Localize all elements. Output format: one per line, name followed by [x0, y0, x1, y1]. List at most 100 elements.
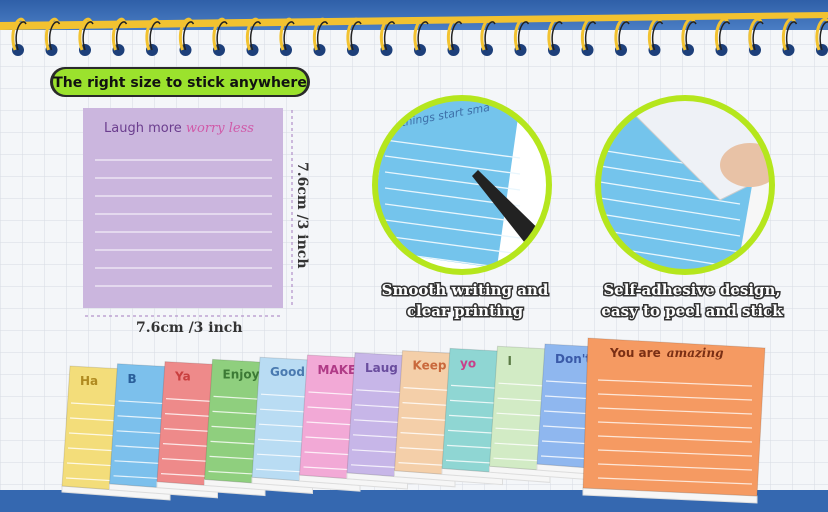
note-accent: worry less: [186, 121, 254, 136]
front-pad-text: You are amazing: [609, 346, 723, 360]
ring-wire: [785, 21, 798, 51]
ring-wire: [446, 17, 461, 51]
ring-wire: [781, 17, 796, 51]
ring-wire: [647, 17, 662, 51]
zoom-ring: [595, 95, 775, 275]
caption: clear printing: [407, 302, 524, 320]
pad-label: I: [508, 354, 512, 368]
rule: [384, 139, 521, 159]
ring-wire: [484, 21, 496, 51]
rule: [599, 181, 741, 205]
ring-wire: [78, 17, 93, 51]
height-label: 7.6cm /3 inch: [294, 162, 310, 269]
ring-wire: [379, 17, 394, 51]
ring-wire: [681, 17, 696, 51]
rule: [384, 155, 521, 175]
ring-wire: [580, 17, 595, 51]
rule: [597, 421, 753, 429]
ring-wire: [149, 21, 161, 51]
pad-label: Enjoy: [223, 367, 260, 381]
front-main: You are: [609, 346, 661, 360]
ring-wire: [815, 17, 828, 51]
ring-wire: [480, 17, 495, 51]
front-pad: You are amazing: [582, 337, 766, 504]
ring-wire: [279, 17, 294, 51]
ring-wire: [417, 21, 429, 51]
rule: [599, 213, 741, 237]
pad-label: Laug: [365, 361, 398, 375]
rule: [597, 435, 753, 443]
ring-wire: [212, 17, 227, 51]
ring-wire: [312, 17, 327, 51]
pad-label: Good: [270, 365, 305, 379]
ring-wire: [15, 21, 27, 51]
pad-label: Ya: [174, 370, 191, 384]
ring-wire: [651, 21, 664, 51]
rule: [384, 235, 521, 255]
pad-label: yo: [460, 356, 476, 370]
pad-label: B: [128, 372, 137, 386]
rule: [599, 197, 741, 221]
width-label: 7.6cm /3 inch: [136, 320, 243, 336]
ring-wire: [517, 21, 530, 51]
ring-wire: [547, 17, 562, 51]
sample-note: [83, 108, 283, 308]
banner: [53, 69, 307, 95]
ring-wire: [752, 21, 764, 51]
rule: [597, 379, 753, 387]
caption: Self-adhesive design,: [603, 281, 780, 299]
pad-label: Ha: [80, 374, 98, 388]
ring-wire: [819, 21, 828, 51]
zoom-ring: [372, 95, 552, 275]
ring-wire: [249, 21, 262, 51]
ring-wire: [383, 21, 396, 51]
zoom-note: [376, 99, 522, 269]
zoom-writing: y things start sma: [376, 99, 548, 271]
rule: [597, 449, 753, 457]
note-text: Laugh more worry less: [104, 121, 254, 136]
rule: [384, 219, 521, 239]
ring-wire: [283, 21, 295, 51]
pad-fan: Ha B Ya Enjoy Good MAKE Laug Keep yo I Don't You ar…: [61, 337, 766, 504]
pad-face: [582, 337, 766, 497]
ring-wire: [82, 21, 94, 51]
ring-wire: [115, 21, 128, 51]
rule: [599, 229, 741, 253]
ring-wire: [614, 17, 629, 51]
ring-wire: [145, 17, 160, 51]
zoom-lines: [384, 139, 521, 271]
ring-wire: [551, 21, 563, 51]
ring-wire: [216, 21, 228, 51]
banner-text: The right size to stick anywhere: [53, 75, 307, 91]
rule: [597, 407, 753, 415]
pad-label: MAKE: [318, 363, 357, 377]
caption: Smooth writing and: [382, 281, 549, 299]
ring-wire: [584, 21, 597, 51]
ring-wire: [245, 17, 260, 51]
ring-wire: [714, 17, 729, 51]
ring-wire: [182, 21, 195, 51]
ring-wire: [618, 21, 630, 51]
ring-wire: [350, 21, 362, 51]
ring-wire: [48, 21, 61, 51]
rule: [384, 203, 521, 223]
paper-edge: [0, 12, 828, 30]
pad-label: Keep: [413, 359, 447, 373]
ring-wire: [413, 17, 428, 51]
rule: [597, 393, 753, 401]
note-lines: [95, 159, 272, 287]
pad-label: Don't: [555, 352, 591, 366]
ring-wire: [11, 17, 26, 51]
note-main: Laugh more: [104, 121, 182, 136]
ring-wire: [718, 21, 731, 51]
front-accent: amazing: [667, 346, 724, 360]
rule: [597, 463, 753, 471]
ring-wire: [346, 17, 361, 51]
ring-wire: [450, 21, 463, 51]
caption: easy to peel and stick: [601, 302, 783, 320]
spiral-rings: [11, 17, 828, 56]
rule: [597, 477, 753, 485]
pad-side: [582, 487, 758, 504]
